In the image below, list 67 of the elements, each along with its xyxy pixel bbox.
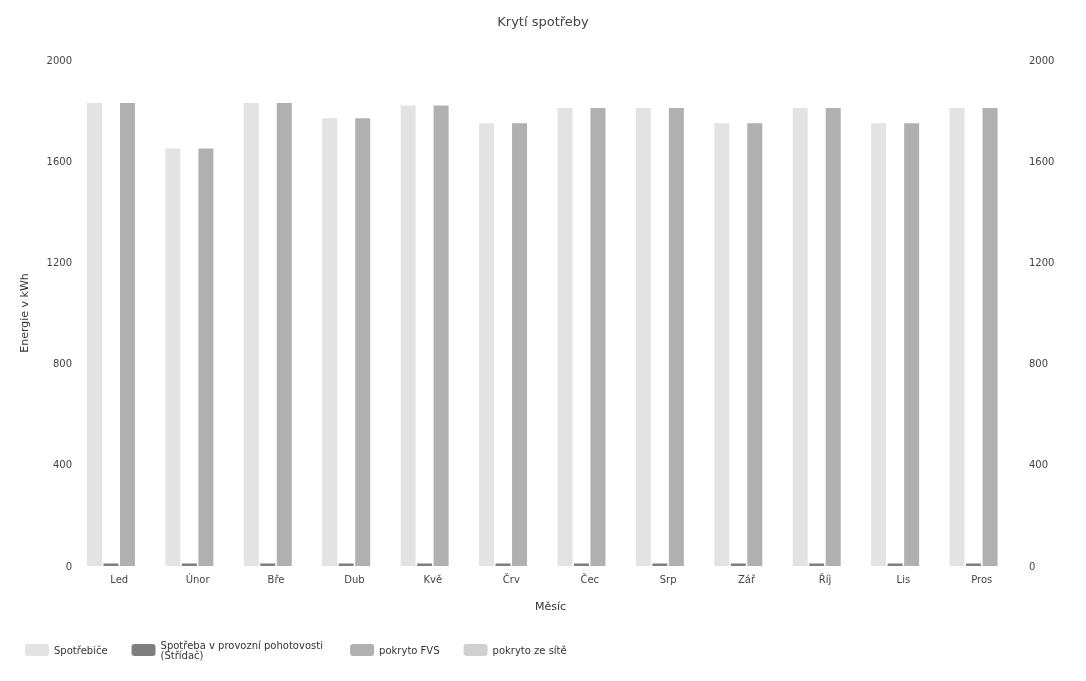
- y2-tick-label: 1600: [1029, 155, 1055, 167]
- bar: [871, 123, 887, 566]
- bar: [652, 563, 668, 566]
- y-tick-label: 800: [52, 358, 72, 370]
- bar: [417, 563, 433, 566]
- x-tick-label: Kvě: [423, 573, 443, 585]
- y2-tick-label: 1200: [1029, 256, 1055, 268]
- bar: [400, 105, 416, 566]
- bar: [322, 118, 338, 566]
- bar: [982, 108, 998, 566]
- y-axis-title: Energie v kWh: [18, 273, 31, 353]
- x-tick-label: Lis: [896, 573, 911, 585]
- x-tick-label: Pros: [971, 573, 993, 585]
- y2-tick-label: 800: [1029, 358, 1049, 370]
- x-tick-label: Črv: [502, 572, 520, 585]
- y-tick-label: 1200: [46, 256, 72, 268]
- bar: [276, 103, 292, 566]
- bar: [668, 108, 684, 566]
- y-tick-label: 0: [65, 560, 72, 572]
- bar: [714, 123, 730, 566]
- y2-tick-label: 400: [1029, 459, 1049, 471]
- x-axis-title: Měsíc: [534, 600, 567, 613]
- y-tick-label: 1600: [46, 155, 72, 167]
- bar: [635, 108, 651, 566]
- bar: [243, 103, 259, 566]
- bar: [260, 563, 276, 566]
- bar: [512, 123, 528, 566]
- bar: [338, 563, 354, 566]
- x-tick-label: Srp: [659, 573, 677, 585]
- bar: [573, 563, 589, 566]
- x-tick-label: Zář: [737, 573, 756, 585]
- bar: [103, 563, 119, 566]
- bar: [165, 148, 181, 566]
- bar: [747, 123, 763, 566]
- legend-label: Spotřeba v provozní pohotovosti (Střídač): [160, 639, 327, 661]
- y-tick-label: 400: [52, 459, 72, 471]
- bar: [949, 108, 965, 566]
- bar: [86, 103, 102, 566]
- x-tick-label: Říj: [818, 572, 832, 585]
- bar: [887, 563, 903, 566]
- x-tick-label: Led: [110, 573, 129, 585]
- x-tick-label: Dub: [344, 573, 365, 585]
- bar: [590, 108, 606, 566]
- bar: [557, 108, 573, 566]
- bar: [479, 123, 495, 566]
- bar: [825, 108, 841, 566]
- bar: [904, 123, 920, 566]
- bar: [181, 563, 197, 566]
- x-tick-label: Bře: [267, 573, 285, 585]
- bar: [119, 103, 135, 566]
- x-tick-label: Únor: [185, 572, 211, 585]
- bar: [730, 563, 746, 566]
- y2-tick-label: 2000: [1029, 54, 1055, 66]
- chart-title: Krytí spotřeby: [497, 14, 590, 29]
- y2-tick-label: 0: [1029, 560, 1036, 572]
- bar: [198, 148, 214, 566]
- bar: [495, 563, 511, 566]
- bar: [792, 108, 808, 566]
- bar: [966, 563, 982, 566]
- bar: [433, 105, 449, 566]
- bar: [809, 563, 825, 566]
- legend-label: pokryto ze sítě: [492, 644, 567, 656]
- x-tick-label: Čec: [580, 572, 600, 585]
- legend-label: Spotřebiče: [54, 644, 108, 656]
- bar: [355, 118, 371, 566]
- legend-label: pokryto FVS: [379, 644, 440, 656]
- y-tick-label: 2000: [46, 54, 72, 66]
